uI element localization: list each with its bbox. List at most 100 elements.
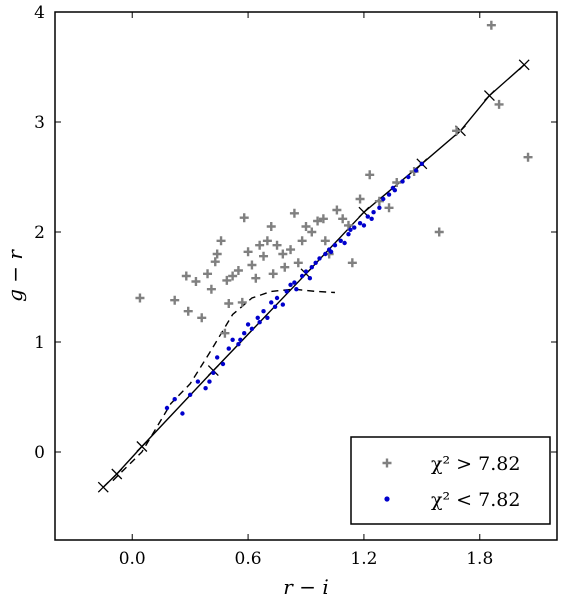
y-tick-label: 1 <box>34 333 45 353</box>
y-tick-label: 2 <box>34 223 45 243</box>
plus-point <box>212 249 222 259</box>
dot-point <box>352 225 357 230</box>
dot-point <box>265 315 270 320</box>
plus-point <box>301 222 311 231</box>
dot-point <box>245 322 251 327</box>
dot-point <box>257 320 262 325</box>
dot-point <box>307 276 313 281</box>
plus-point <box>494 99 504 109</box>
dot-point <box>292 280 297 285</box>
plus-point <box>338 214 348 224</box>
dot-point <box>238 337 243 342</box>
dot-point <box>346 232 351 237</box>
plus-point <box>272 240 282 250</box>
plus-point <box>251 273 261 283</box>
plus-point <box>183 306 193 316</box>
dot-point <box>303 269 309 274</box>
dot-point <box>348 227 353 232</box>
label-layer: 0.0 0.6 1.2 1.8 0 1 2 3 4 r − i g − r <box>3 3 493 599</box>
dot-point <box>220 361 226 367</box>
dot-point <box>164 405 170 411</box>
dot-point <box>317 256 322 261</box>
dot-point <box>377 205 382 210</box>
plus-point <box>237 297 247 307</box>
dot-point <box>413 168 419 173</box>
plus-point <box>243 247 253 257</box>
tick-layer <box>54 11 558 541</box>
plus-point <box>523 152 533 162</box>
dot-point <box>195 379 201 384</box>
dot-point <box>280 302 286 307</box>
legend-label: χ² < 7.82 <box>431 489 520 511</box>
dot-point <box>226 346 231 351</box>
y-tick-label: 0 <box>34 443 45 463</box>
dot-point <box>309 265 314 270</box>
plus-point <box>384 203 394 213</box>
x-tick-label: 1.8 <box>466 549 493 569</box>
plus-point <box>255 240 265 250</box>
plus-point <box>452 126 462 136</box>
dot-point <box>211 370 216 375</box>
dot-point <box>419 161 425 166</box>
dot-point <box>207 379 212 384</box>
plus-point <box>280 262 290 272</box>
plus-point <box>247 260 257 270</box>
plus-point <box>297 236 307 246</box>
plus-point <box>289 208 299 218</box>
x-marker <box>483 90 495 102</box>
plus-point <box>392 178 402 187</box>
x-tick-label: 0.6 <box>235 549 262 569</box>
plus-point <box>318 214 328 224</box>
plus-point <box>286 245 296 255</box>
dot-point <box>371 210 376 215</box>
plus-point <box>216 236 226 246</box>
x-marker <box>518 59 530 71</box>
plus-point <box>278 249 288 259</box>
y-tick-label: 4 <box>34 3 45 23</box>
y-tick-label: 3 <box>34 113 45 133</box>
dot-point <box>390 185 396 191</box>
dot-point <box>180 411 185 416</box>
plus-point <box>374 196 384 206</box>
dot-point <box>236 342 241 347</box>
solid-reference-line <box>102 64 525 488</box>
legend-label: χ² > 7.82 <box>431 453 520 475</box>
dot-point <box>230 337 235 342</box>
dot-point <box>274 295 280 301</box>
plus-point <box>233 266 243 275</box>
plus-point <box>220 328 230 338</box>
plus-point <box>203 269 213 279</box>
dot-point <box>187 392 193 397</box>
dot-point <box>361 223 367 228</box>
dot-point <box>242 331 247 336</box>
dot-point <box>272 304 278 309</box>
dot-point <box>342 240 347 246</box>
plus-point <box>365 170 375 180</box>
plus-point <box>135 293 145 303</box>
dot-point <box>323 251 328 257</box>
dot-point <box>313 260 318 265</box>
x-marker <box>97 481 109 493</box>
plus-point <box>191 277 201 286</box>
x-marker <box>136 441 148 452</box>
plus-point <box>197 313 207 323</box>
x-marker <box>111 468 123 480</box>
plus-point <box>313 216 323 226</box>
plus-point <box>343 220 353 230</box>
dot-point <box>406 174 411 180</box>
plus-point <box>434 227 444 237</box>
dot-point <box>269 300 274 305</box>
dot-point <box>255 315 260 320</box>
dot-point <box>328 249 334 254</box>
plot-frame <box>54 11 558 541</box>
dot-point <box>299 273 305 279</box>
x-tick-label: 1.2 <box>350 549 377 569</box>
dot-point <box>369 216 374 221</box>
plus-point <box>347 258 357 268</box>
dot-point <box>261 309 266 314</box>
plus-point <box>268 269 278 279</box>
legend-plus-marker <box>382 458 392 468</box>
plus-point <box>486 20 496 30</box>
plus-point <box>239 213 249 223</box>
